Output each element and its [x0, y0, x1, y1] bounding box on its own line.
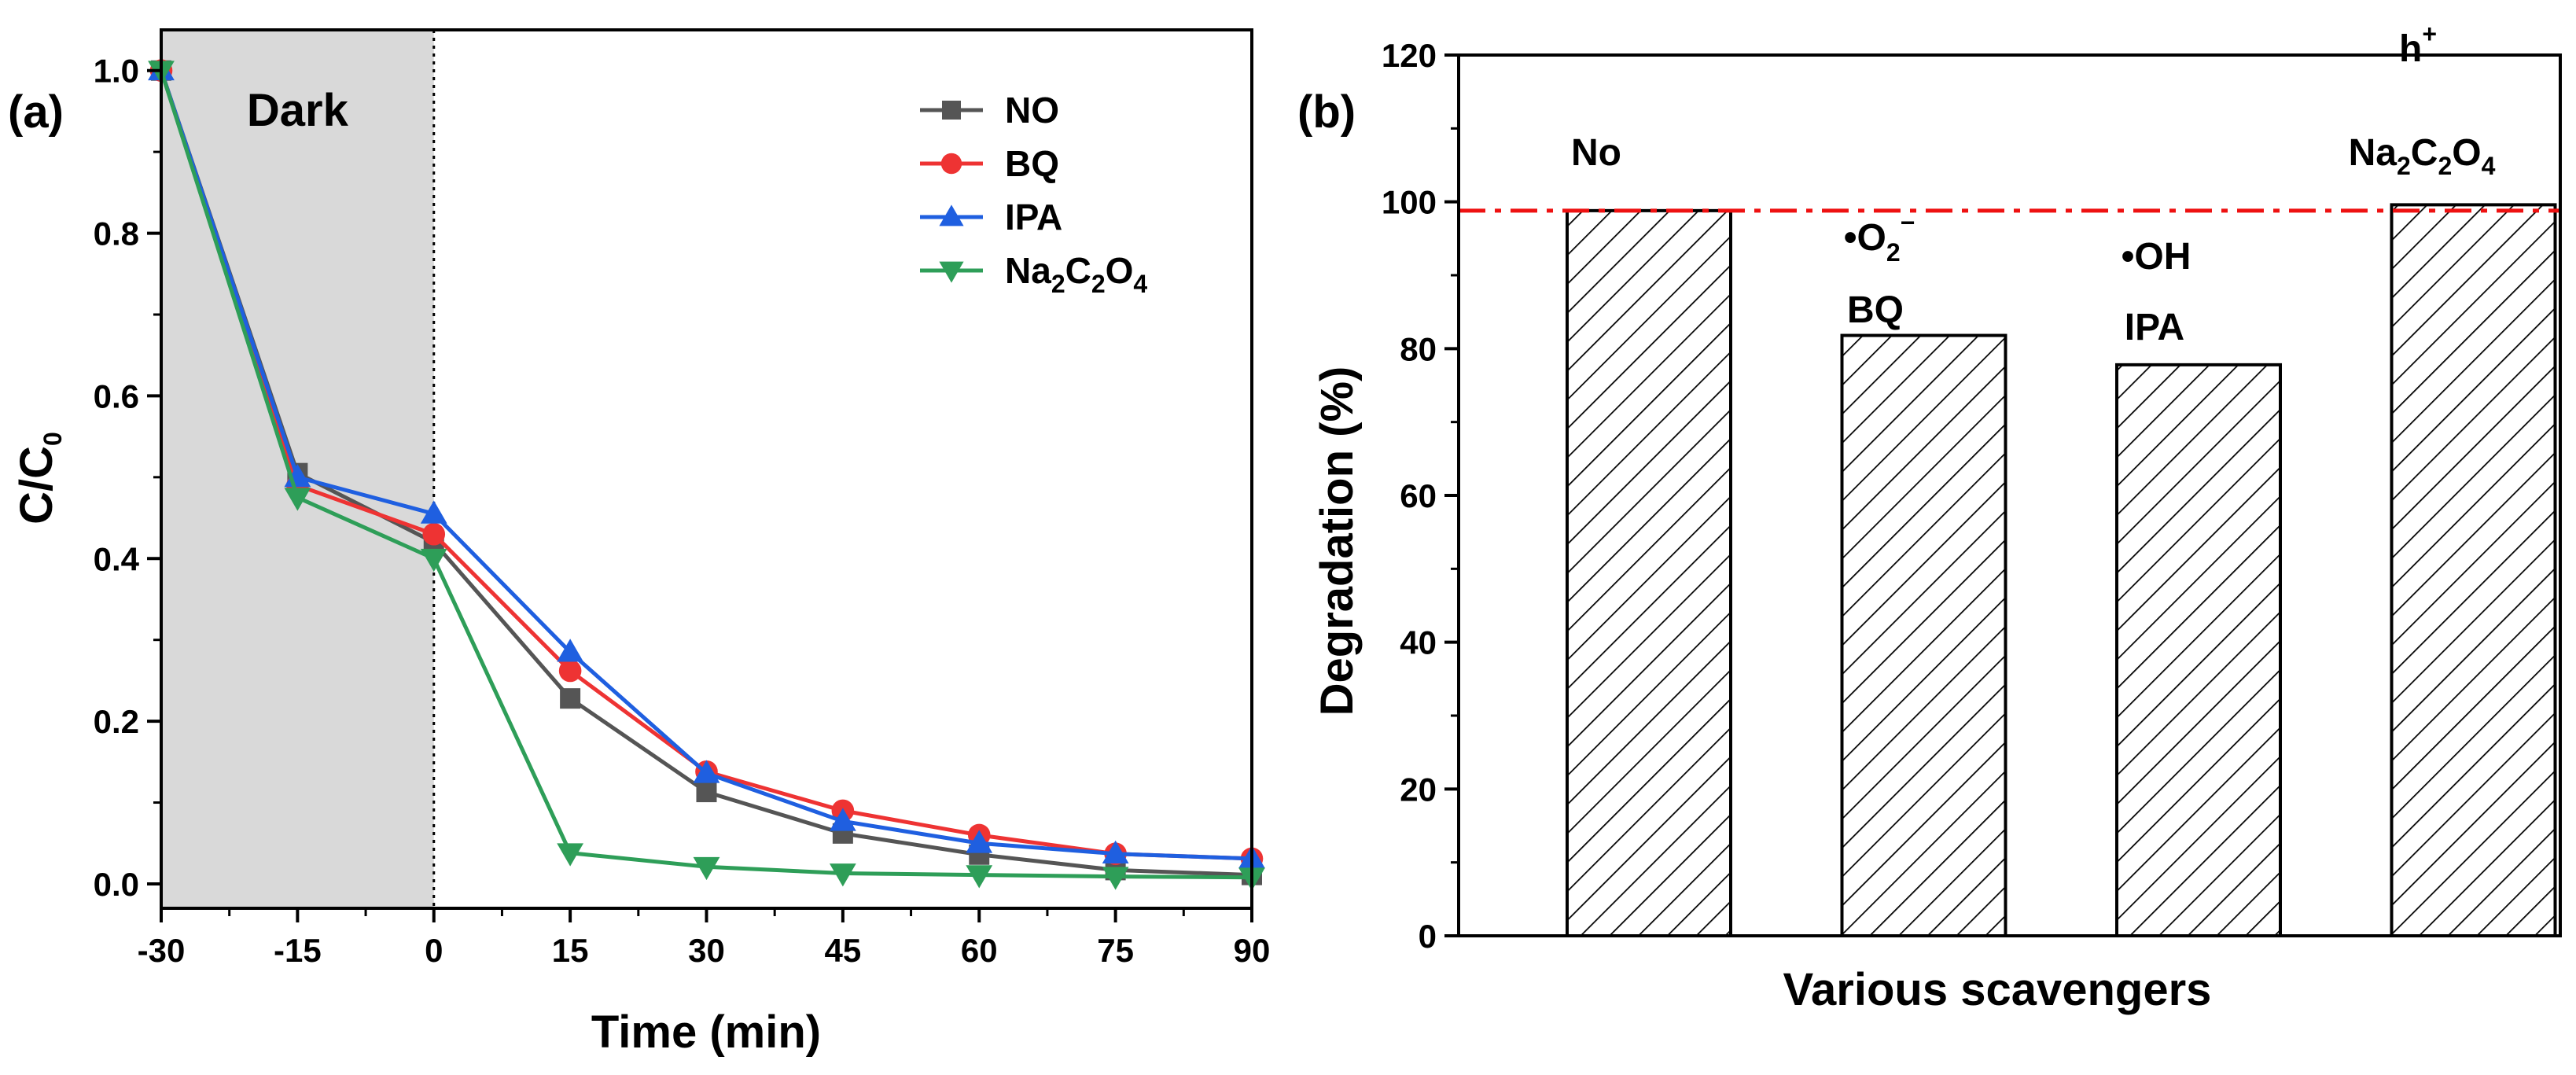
y-tick-label: 0.0: [94, 866, 139, 903]
y-tick-label-b: 60: [1400, 477, 1437, 514]
x-tick-label: 30: [688, 932, 725, 969]
data-point-triangle-down: [939, 261, 964, 283]
data-point-triangle-down: [829, 863, 856, 887]
y-tick-label: 0.4: [94, 540, 140, 577]
panel-a-label: (a): [8, 87, 64, 138]
legend-item-na2c2o4: Na2C2O4: [920, 250, 1147, 298]
data-point-triangle-up: [693, 760, 720, 783]
data-point-square: [942, 101, 961, 120]
data-point-triangle-down: [420, 548, 447, 572]
y-tick-label-b: 0: [1419, 918, 1437, 955]
y-tick-label-b: 20: [1400, 771, 1437, 808]
x-tick-label: 60: [961, 932, 998, 969]
bar-na2c2o4: [2390, 203, 2557, 937]
bar-no: [1566, 208, 1732, 938]
y-tick-label: 0.6: [94, 377, 139, 414]
data-point-triangle-up: [829, 808, 856, 831]
y-tick-label: 0.2: [94, 703, 139, 740]
data-point-circle: [940, 153, 962, 175]
x-axis-ticks: -30 -15 0 15 30 45 60 75 90: [138, 908, 1271, 969]
y-tick-label-b: 40: [1400, 624, 1437, 661]
x-tick-label: -15: [274, 932, 322, 969]
data-point-square: [696, 782, 717, 803]
data-point-circle: [558, 659, 582, 683]
panel-a-line-chart: (a) Dark 0.0 0.2 0.4 0.6 0.8 1.0 -30 -15 0 15 30 4…: [8, 28, 1271, 1058]
annotation-na2c2o4: Na2C2O4: [2349, 132, 2496, 180]
bars-group: [1566, 203, 2557, 938]
data-point-triangle-up: [1102, 840, 1129, 864]
annotation-no: No: [1571, 132, 1621, 174]
legend-item-bq: BQ: [920, 143, 1059, 184]
panel-b-label: (b): [1297, 87, 1356, 138]
y-axis-title: C/C0: [11, 432, 67, 525]
data-point-triangle-down: [284, 488, 311, 511]
x-axis-title: Time (min): [591, 1007, 821, 1058]
x-tick-label: 0: [425, 932, 443, 969]
x-tick-label: 75: [1097, 932, 1134, 969]
legend-label: Na2C2O4: [1005, 250, 1147, 298]
legend-label: NO: [1005, 90, 1059, 131]
data-point-triangle-up: [939, 204, 964, 226]
data-point-triangle-down: [557, 843, 584, 867]
legend-label: BQ: [1005, 143, 1059, 184]
y-tick-label-b: 100: [1382, 184, 1437, 221]
annotation-bq: BQ: [1847, 289, 1904, 331]
data-point-triangle-down: [693, 856, 720, 881]
data-point-triangle-up: [420, 500, 447, 524]
data-point-square: [560, 688, 581, 709]
y-tick-label: 1.0: [94, 53, 139, 90]
data-point-triangle-down: [966, 865, 993, 889]
annotation-ipa: IPA: [2125, 307, 2184, 348]
y-tick-label: 0.8: [94, 215, 139, 252]
annotation-hydroxyl: •OH: [2122, 236, 2191, 278]
legend-item-ipa: IPA: [920, 197, 1062, 237]
bar-ipa: [2115, 363, 2282, 938]
bar-bq: [1840, 333, 2007, 937]
legend-label: IPA: [1005, 197, 1062, 237]
annotation-superoxide: •O2−: [1844, 208, 1915, 267]
data-point-triangle-up: [966, 830, 993, 853]
legend-item-no: NO: [920, 90, 1059, 131]
series-na2c2o4: [148, 61, 1265, 891]
panel-b-bar-chart: (b) 0 20 40 60 80 100 120 Various scavengers D…: [1297, 20, 2562, 1015]
y-axis-title-b: Degradation (%): [1312, 366, 1363, 716]
x-tick-label: 15: [552, 932, 589, 969]
x-tick-label: 45: [825, 932, 862, 969]
data-point-triangle-down: [1102, 867, 1129, 890]
data-point-circle: [422, 522, 446, 546]
x-tick-label: 90: [1234, 932, 1271, 969]
y-tick-label-b: 120: [1382, 37, 1437, 74]
series-ipa: [148, 57, 1265, 869]
data-point-triangle-up: [557, 639, 584, 662]
x-tick-label: -30: [138, 932, 186, 969]
annotation-hole: h+: [2399, 20, 2437, 70]
dark-region-label: Dark: [247, 85, 349, 136]
y-axis-ticks-b: 0 20 40 60 80 100 120: [1382, 37, 1459, 955]
x-axis-title-b: Various scavengers: [1783, 964, 2212, 1015]
y-axis-ticks: 0.0 0.2 0.4 0.6 0.8 1.0: [94, 53, 161, 903]
y-tick-label-b: 80: [1400, 330, 1437, 367]
legend: NO BQ IPA Na2C2O4: [920, 90, 1147, 298]
series-group: [148, 57, 1265, 891]
